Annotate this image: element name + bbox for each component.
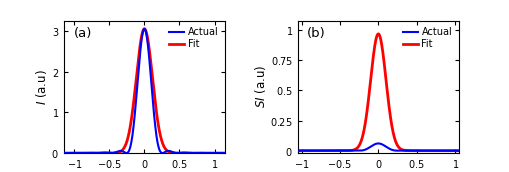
- Actual: [282, 150, 289, 152]
- Y-axis label: $SI$ (a.u): $SI$ (a.u): [252, 65, 267, 109]
- Actual: [159, 152, 165, 154]
- Fit: [434, 150, 440, 152]
- Fit: [420, 150, 426, 152]
- X-axis label: $x$ ($\mu$m): $x$ ($\mu$m): [358, 171, 398, 172]
- Text: (a): (a): [73, 27, 92, 40]
- Fit: [195, 152, 202, 154]
- Fit: [467, 150, 473, 152]
- Actual: [183, 152, 189, 154]
- Fit: [57, 152, 63, 154]
- Line: Actual: Actual: [60, 29, 228, 153]
- Actual: [394, 150, 400, 152]
- Actual: [158, 152, 164, 154]
- Actual: [57, 152, 63, 154]
- Fit: [225, 152, 231, 154]
- Fit: [166, 151, 173, 153]
- Actual: [402, 149, 408, 152]
- Fit: [121, 146, 127, 148]
- Y-axis label: $I$ (a.u): $I$ (a.u): [34, 69, 48, 105]
- Actual: [316, 150, 322, 152]
- Actual: [467, 150, 473, 152]
- Fit: [158, 138, 164, 140]
- Fit: [316, 150, 322, 152]
- Line: Actual: Actual: [286, 143, 470, 151]
- Line: Fit: Fit: [60, 29, 228, 153]
- Fit: [88, 152, 94, 154]
- Fit: [402, 149, 408, 152]
- Fit: [141, 28, 147, 30]
- Actual: [121, 151, 127, 153]
- Actual: [225, 152, 231, 154]
- Legend: Actual, Fit: Actual, Fit: [167, 25, 220, 51]
- Actual: [353, 150, 359, 152]
- Actual: [420, 150, 426, 152]
- Actual: [166, 150, 173, 152]
- Fit: [393, 143, 399, 145]
- Actual: [375, 142, 381, 144]
- Fit: [182, 152, 188, 154]
- Actual: [141, 28, 147, 30]
- Fit: [375, 33, 381, 35]
- Fit: [353, 148, 359, 150]
- Legend: Actual, Fit: Actual, Fit: [400, 25, 453, 51]
- X-axis label: $x$ ($\mu$m): $x$ ($\mu$m): [124, 171, 164, 172]
- Actual: [195, 152, 202, 154]
- Fit: [282, 150, 289, 152]
- Actual: [88, 152, 94, 154]
- Actual: [434, 150, 440, 152]
- Actual: [393, 150, 399, 152]
- Text: (b): (b): [307, 27, 325, 40]
- Line: Fit: Fit: [286, 34, 470, 151]
